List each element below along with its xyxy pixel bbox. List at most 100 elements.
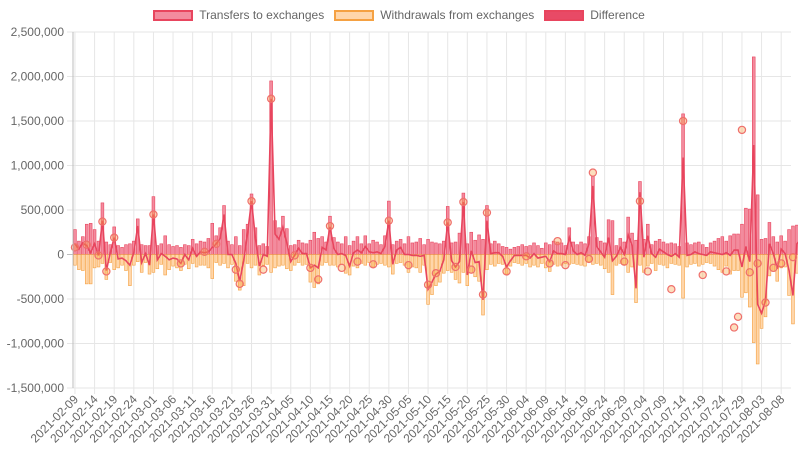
difference-point[interactable] bbox=[384, 216, 394, 225]
transfers-bar bbox=[187, 245, 191, 255]
difference-point[interactable] bbox=[553, 236, 562, 246]
y-tick-label: -1,500,000 bbox=[7, 381, 65, 395]
difference-point[interactable] bbox=[235, 279, 244, 289]
legend-swatch-difference bbox=[544, 9, 585, 21]
transfers-bar bbox=[312, 231, 317, 255]
difference-point[interactable] bbox=[584, 254, 594, 264]
legend-item-difference[interactable]: Difference bbox=[544, 8, 645, 22]
difference-point[interactable] bbox=[521, 252, 531, 261]
transfers-bar bbox=[701, 244, 705, 255]
difference-point[interactable] bbox=[82, 240, 91, 249]
difference-point[interactable] bbox=[467, 265, 476, 274]
difference-point[interactable] bbox=[620, 257, 629, 266]
difference-point[interactable] bbox=[588, 168, 598, 177]
difference-point[interactable] bbox=[478, 290, 488, 299]
withdrawals-bar bbox=[540, 254, 544, 264]
y-tick-label: 1,500,000 bbox=[11, 114, 65, 128]
withdrawals-bar bbox=[343, 254, 348, 274]
transfers-bars bbox=[73, 56, 798, 255]
difference-point[interactable] bbox=[788, 252, 798, 262]
difference-point[interactable] bbox=[733, 312, 743, 321]
difference-point[interactable] bbox=[635, 196, 645, 206]
withdrawals-bar bbox=[673, 254, 677, 265]
difference-point[interactable] bbox=[698, 270, 707, 280]
withdrawals-bar bbox=[285, 254, 289, 270]
transfers-bar bbox=[438, 243, 442, 255]
difference-point[interactable] bbox=[70, 243, 80, 252]
difference-point[interactable] bbox=[459, 197, 468, 207]
difference-point[interactable] bbox=[94, 251, 103, 260]
transfers-bar bbox=[257, 245, 262, 255]
legend-label-withdrawals: Withdrawals from exchanges bbox=[380, 8, 535, 22]
transfers-bar bbox=[473, 239, 477, 255]
withdrawals-bar bbox=[708, 254, 713, 264]
difference-point[interactable] bbox=[722, 267, 731, 276]
difference-point[interactable] bbox=[149, 210, 158, 219]
transfers-bar bbox=[481, 239, 485, 255]
difference-point[interactable] bbox=[290, 251, 299, 260]
difference-point[interactable] bbox=[737, 125, 747, 135]
legend-item-transfers[interactable]: Transfers to exchanges bbox=[153, 8, 324, 22]
transfers-bar bbox=[653, 240, 658, 255]
difference-point[interactable] bbox=[212, 239, 221, 249]
difference-point[interactable] bbox=[314, 275, 323, 284]
difference-point[interactable] bbox=[482, 208, 492, 217]
withdrawals-bar bbox=[716, 254, 721, 270]
transfers-bar bbox=[669, 242, 674, 255]
difference-point[interactable] bbox=[368, 260, 378, 269]
transfers-bar bbox=[418, 238, 422, 255]
difference-point[interactable] bbox=[769, 263, 778, 273]
transfers-bar bbox=[261, 243, 266, 255]
difference-point[interactable] bbox=[325, 221, 335, 231]
difference-point[interactable] bbox=[266, 94, 276, 103]
difference-point[interactable] bbox=[423, 280, 433, 289]
transfers-bar bbox=[234, 236, 238, 255]
difference-point[interactable] bbox=[247, 196, 256, 206]
difference-point[interactable] bbox=[729, 323, 739, 332]
difference-point[interactable] bbox=[176, 259, 186, 268]
withdrawals-bar bbox=[316, 254, 320, 285]
difference-point[interactable] bbox=[561, 260, 570, 270]
difference-point[interactable] bbox=[353, 257, 362, 266]
difference-point[interactable] bbox=[109, 233, 119, 242]
grid-lines bbox=[67, 31, 791, 394]
difference-point[interactable] bbox=[502, 267, 511, 276]
difference-point[interactable] bbox=[259, 265, 268, 274]
difference-point[interactable] bbox=[102, 267, 111, 276]
withdrawals-bar bbox=[163, 254, 167, 276]
difference-point[interactable] bbox=[745, 268, 755, 277]
difference-point[interactable] bbox=[404, 260, 413, 270]
y-tick-label: 0 bbox=[57, 248, 64, 262]
withdrawals-bar bbox=[398, 254, 403, 263]
transfers-bar bbox=[410, 242, 415, 255]
difference-point[interactable] bbox=[643, 267, 652, 276]
withdrawals-bar bbox=[167, 254, 171, 270]
withdrawals-bar bbox=[606, 254, 611, 273]
difference-point[interactable] bbox=[451, 262, 460, 272]
y-tick-label: 2,000,000 bbox=[11, 70, 65, 84]
difference-point[interactable] bbox=[761, 298, 770, 307]
difference-point[interactable] bbox=[678, 116, 688, 126]
difference-point[interactable] bbox=[776, 259, 786, 268]
difference-point[interactable] bbox=[443, 218, 452, 227]
difference-point[interactable] bbox=[753, 259, 762, 268]
withdrawals-bar bbox=[328, 254, 332, 266]
withdrawals-bar bbox=[579, 254, 583, 266]
difference-point[interactable] bbox=[98, 217, 107, 226]
difference-point[interactable] bbox=[337, 263, 346, 273]
legend-item-withdrawals[interactable]: Withdrawals from exchanges bbox=[334, 8, 534, 22]
withdrawals-bar bbox=[646, 254, 650, 267]
transfers-bar bbox=[230, 244, 234, 255]
withdrawals-bar bbox=[740, 254, 744, 298]
difference-point[interactable] bbox=[200, 247, 209, 257]
withdrawals-bar bbox=[626, 254, 630, 273]
withdrawals-bar bbox=[187, 254, 191, 270]
difference-point[interactable] bbox=[231, 265, 241, 274]
difference-point[interactable] bbox=[306, 263, 315, 273]
withdrawals-bar bbox=[222, 254, 226, 264]
difference-point[interactable] bbox=[545, 259, 554, 268]
difference-point[interactable] bbox=[431, 268, 441, 278]
y-tick-label: 500,000 bbox=[21, 203, 65, 217]
transfers-bar bbox=[547, 244, 552, 255]
difference-point[interactable] bbox=[667, 285, 676, 294]
